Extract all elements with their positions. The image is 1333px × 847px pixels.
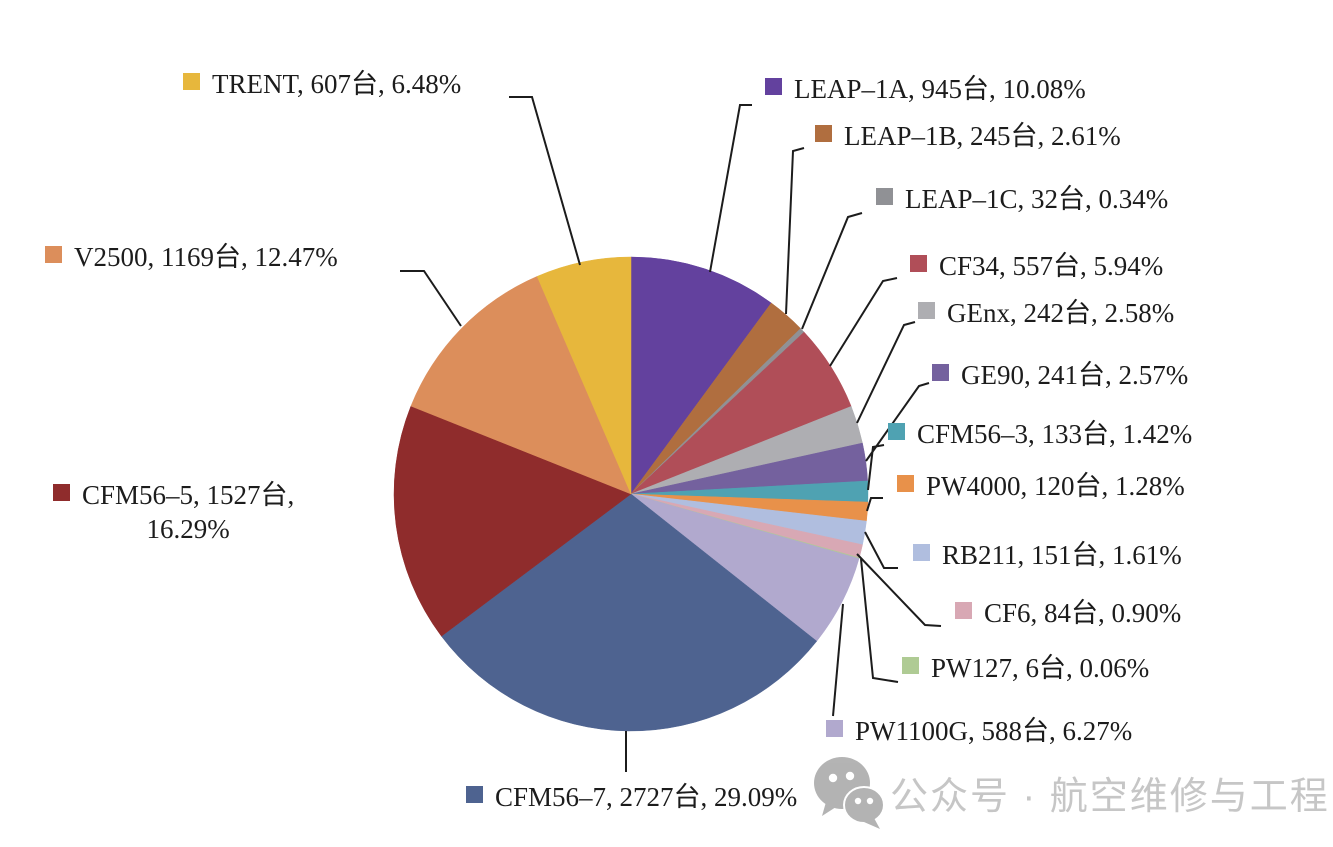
leader-line-GE90 [865, 382, 930, 462]
leader-line-RB211 [864, 531, 898, 569]
leader-line-TRENT [509, 96, 581, 266]
wechat-icon [814, 757, 885, 829]
leader-line-GEnx [856, 321, 916, 424]
pie-slice-CFM56-5 [393, 405, 632, 637]
leader-line-PW1100G [832, 603, 844, 717]
watermark: 公众号 · 航空维修与工程 [812, 752, 1330, 832]
leader-line-LEAP-1A [709, 104, 752, 273]
leader-line-PW4000 [866, 497, 883, 512]
pie-slice-V2500 [410, 276, 632, 495]
pie-slice-TRENT [536, 256, 632, 495]
pie-slice-LEAP-1A [630, 256, 772, 495]
leader-line-LEAP-1B [785, 147, 805, 315]
leader-line-CFM56-3 [867, 444, 885, 491]
leader-line-LEAP-1C [801, 212, 863, 330]
pie-slice-CFM56-7 [441, 493, 818, 732]
leader-line-V2500 [400, 270, 462, 327]
watermark-text: 公众号 · 航空维修与工程 [890, 775, 1330, 818]
leader-line-CF34 [829, 277, 898, 367]
leader-line-CF6 [856, 553, 942, 627]
leader-line-PW127 [860, 558, 899, 683]
